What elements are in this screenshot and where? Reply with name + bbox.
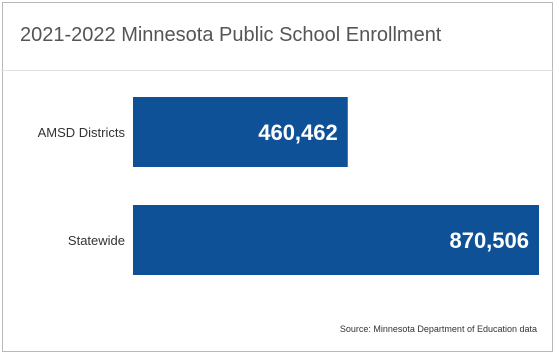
bar-0 [133,97,348,167]
bar-1 [133,205,539,275]
value-label-1: 870,506 [449,228,529,253]
chart-title: 2021-2022 Minnesota Public School Enroll… [20,24,442,46]
source-note: Source: Minnesota Department of Educatio… [339,324,537,334]
category-label-0: AMSD Districts [38,125,126,140]
value-label-0: 460,462 [258,120,338,145]
category-label-1: Statewide [68,233,125,248]
title-divider [1,70,554,71]
